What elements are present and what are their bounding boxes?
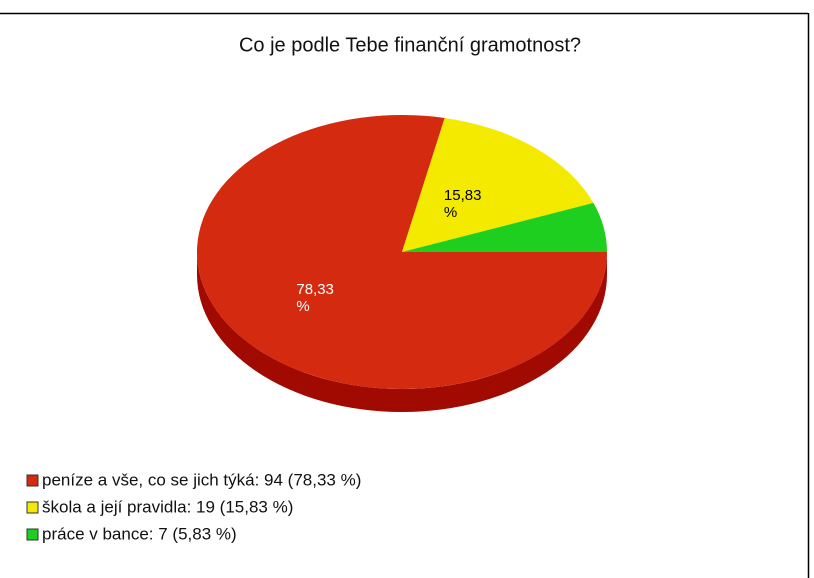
data-label: 78,33 %	[296, 281, 334, 316]
pie-slice	[402, 202, 607, 252]
pie-slice-side	[197, 252, 607, 412]
legend-label: škola a její pravidla: 19 (15,83 %)	[42, 497, 293, 516]
legend-swatch	[26, 528, 39, 541]
legend-label: peníze a vše, co se jich týká: 94 (78,33…	[42, 470, 361, 489]
data-label: 15,83 %	[443, 187, 482, 222]
legend-swatch	[26, 474, 39, 487]
pie-slice	[402, 118, 594, 253]
data-label-box: 15,83 %	[443, 187, 482, 222]
chart-title: Co je podle Tebe finanční gramotnost?	[239, 34, 581, 56]
legend-label: práce v bance: 7 (5,83 %)	[42, 524, 237, 543]
legend-swatch	[26, 501, 39, 514]
pie-slice	[196, 115, 607, 390]
data-label-box: 78,33 %	[296, 281, 334, 316]
